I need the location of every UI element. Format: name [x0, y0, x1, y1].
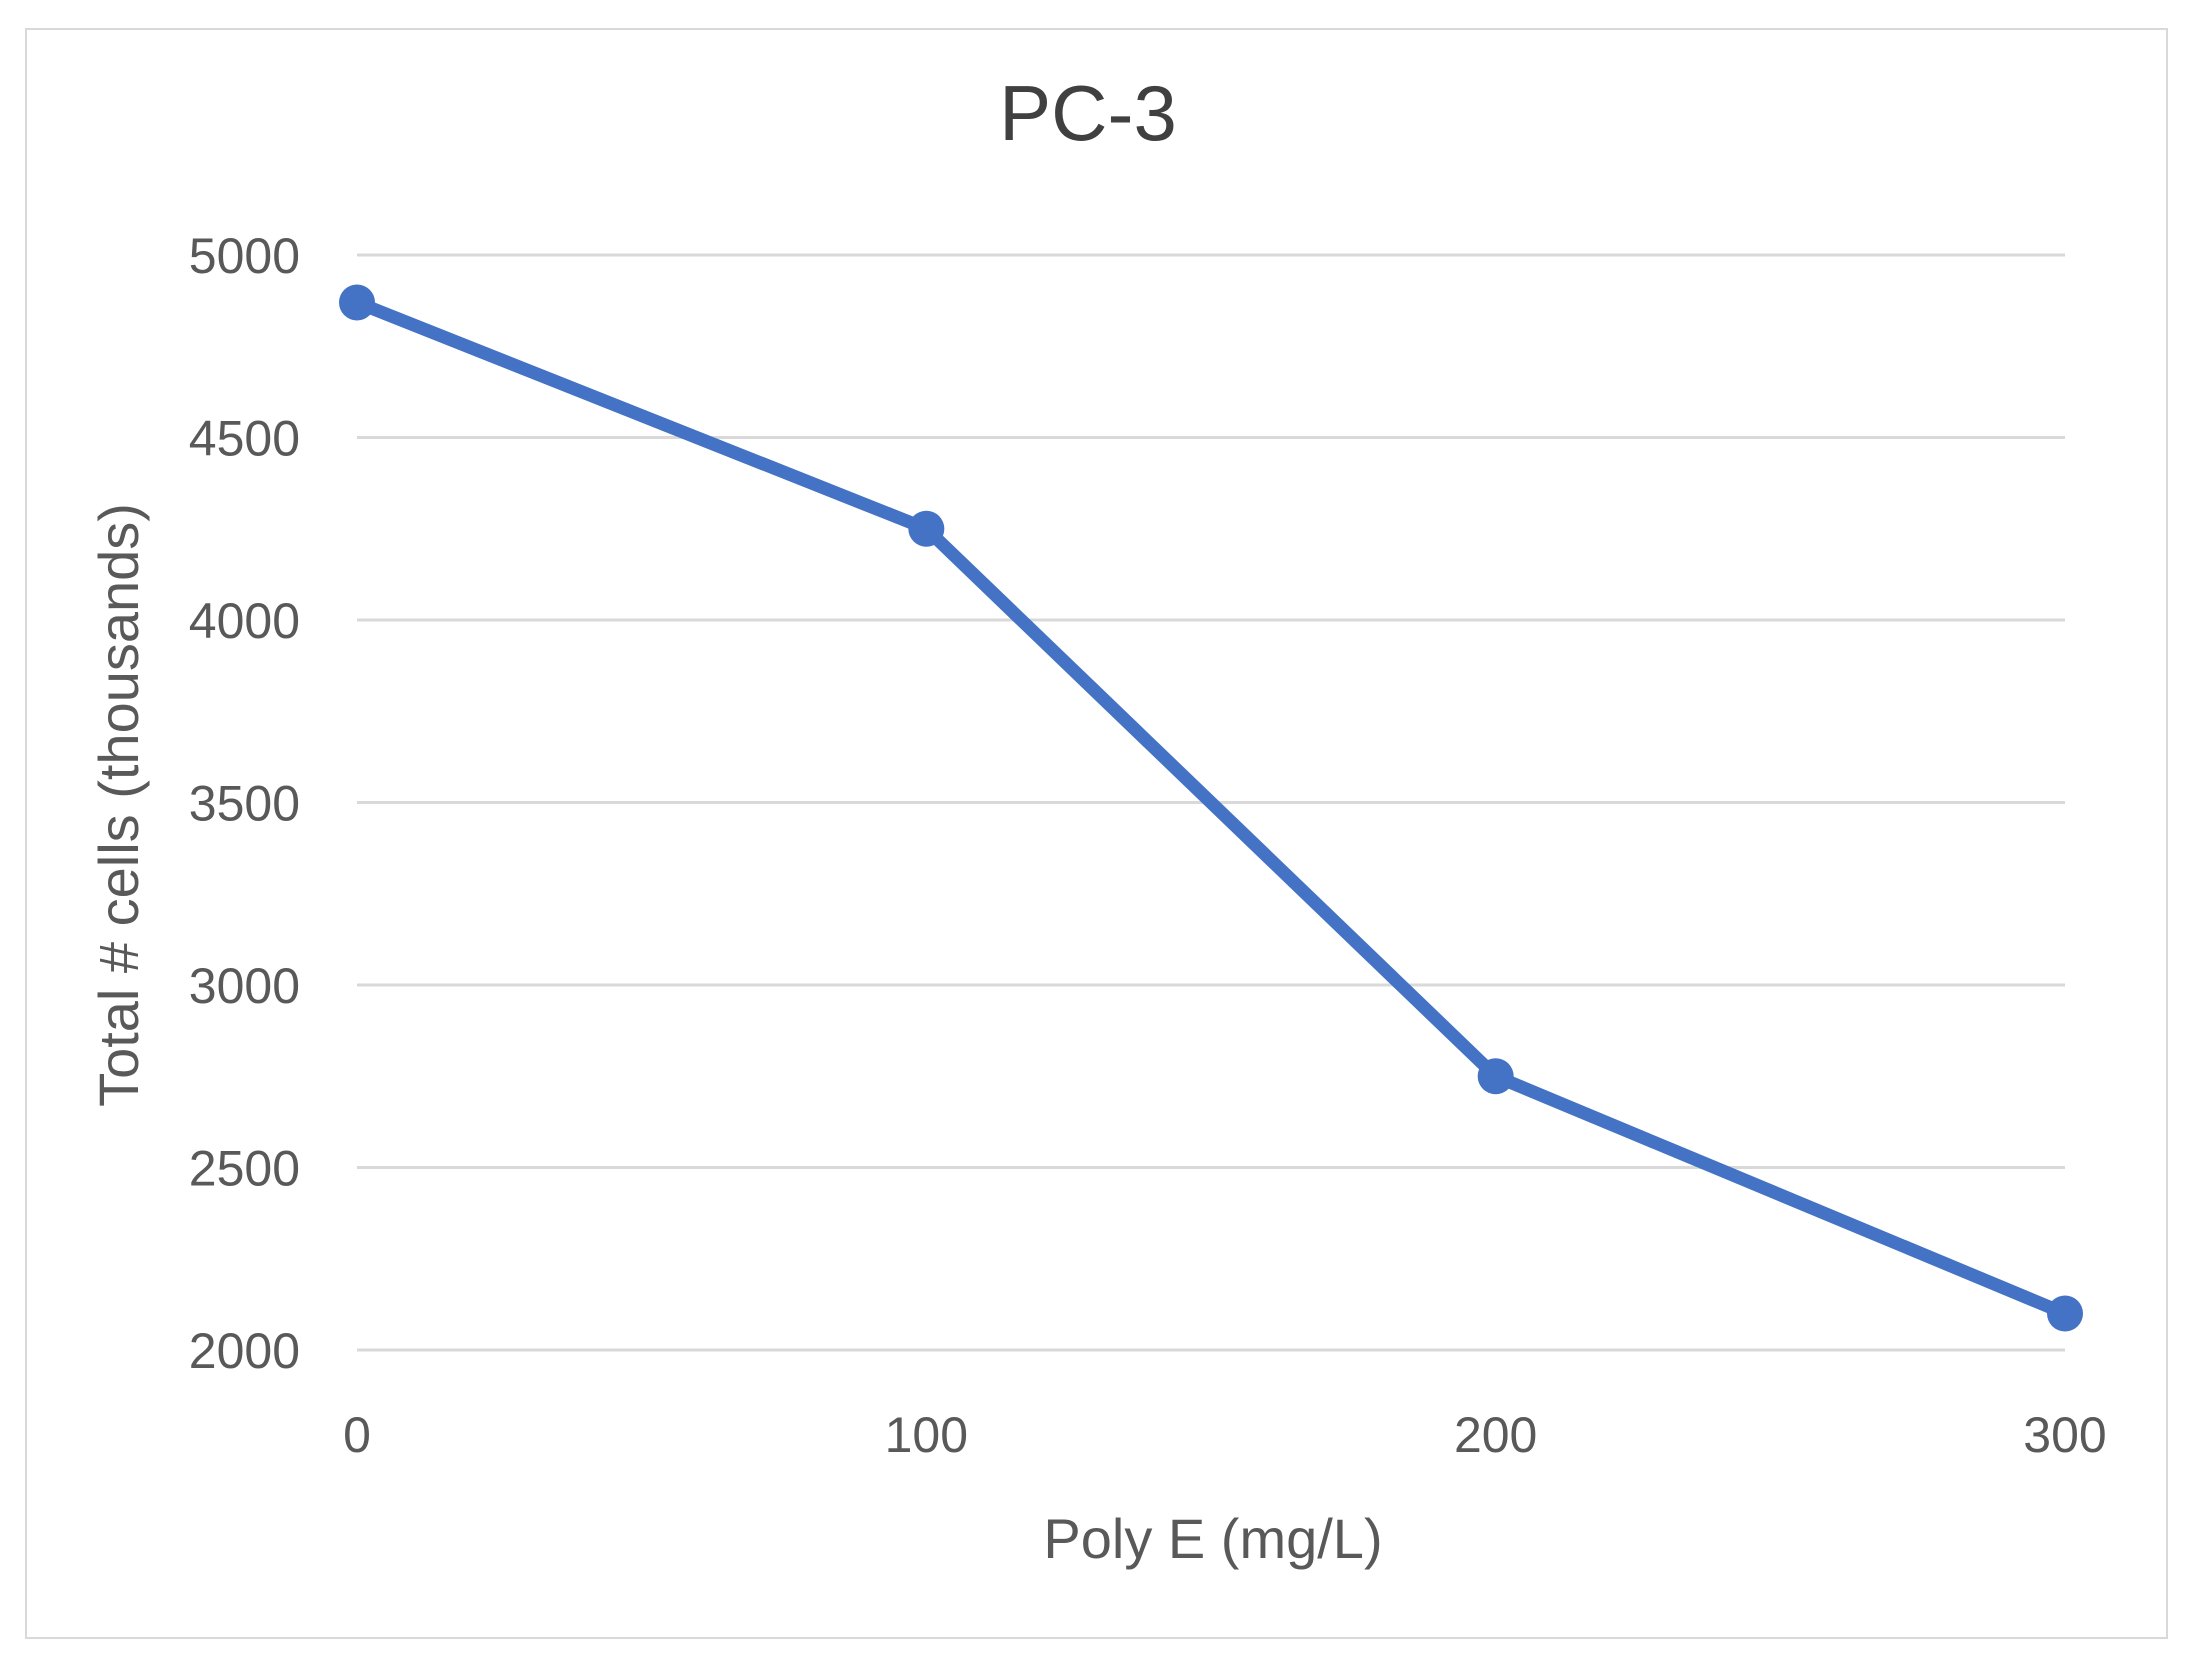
x-tick-label: 200	[1454, 1407, 1537, 1463]
series-line	[350, 295, 2072, 1320]
y-tick-label: 4500	[189, 411, 300, 467]
y-tick-label: 5000	[189, 228, 300, 284]
y-axis-title: Total # cells (thousands)	[87, 503, 150, 1107]
gridlines	[357, 253, 2065, 1352]
y-tick-label: 4000	[189, 593, 300, 649]
data-point-100	[908, 510, 945, 547]
x-axis-title: Poly E (mg/L)	[1043, 1507, 1382, 1570]
data-point-0	[339, 284, 375, 321]
chart-frame	[25, 28, 2168, 1639]
y-tick-label: 2500	[189, 1141, 300, 1197]
y-axis-ticks: 2000 2500 3000 3500 4000 4500 5000	[189, 228, 300, 1379]
chart-title: PC-3	[999, 69, 1177, 157]
y-tick-label: 2000	[189, 1323, 300, 1379]
series-pc-3	[339, 284, 2083, 1332]
y-tick-label: 3500	[189, 776, 300, 832]
x-tick-label: 0	[343, 1407, 371, 1463]
x-axis-ticks: 0 100 200 300	[343, 1407, 2107, 1463]
data-point-200	[1477, 1058, 1514, 1095]
x-tick-label: 300	[2023, 1407, 2106, 1463]
x-tick-label: 100	[885, 1407, 968, 1463]
y-tick-label: 3000	[189, 958, 300, 1014]
data-point-300	[2047, 1295, 2083, 1332]
